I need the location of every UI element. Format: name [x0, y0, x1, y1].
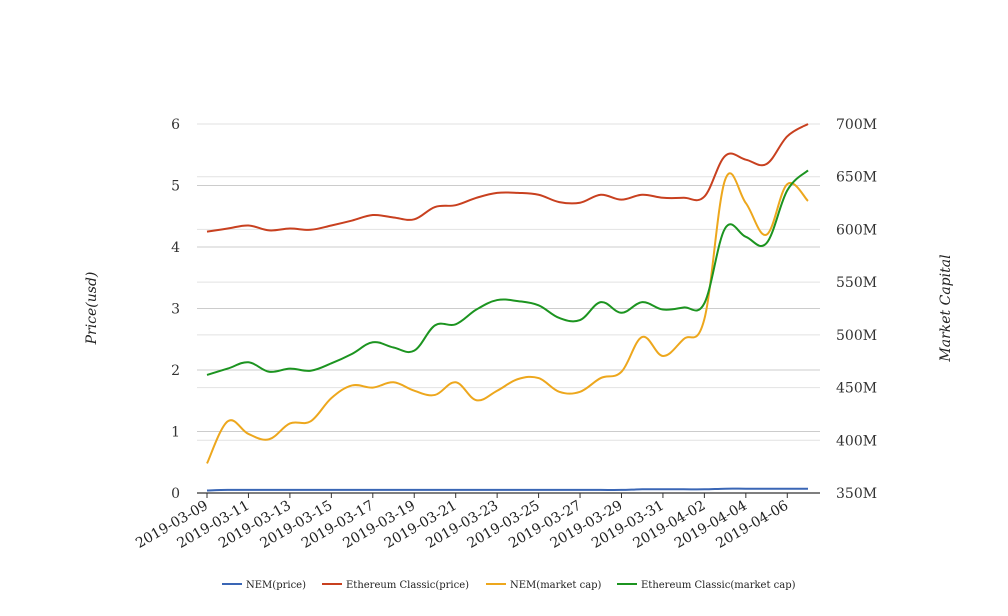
legend-label-ethereum-classic-price: Ethereum Classic(price) [346, 580, 469, 591]
left-tick-label: 0 [171, 486, 180, 502]
left-tick-label: 3 [171, 302, 180, 318]
legend-label-nem-market-cap: NEM(market cap) [510, 580, 602, 591]
right-tick-label: 600M [836, 222, 877, 238]
right-tick-label: 400M [836, 433, 877, 449]
series-line-nem-market-cap [206, 172, 809, 464]
left-tick-label: 1 [171, 425, 180, 441]
right-axis-title: Market Capital [938, 254, 954, 362]
left-axis-ticks: 0 1 2 3 4 5 6 [171, 117, 180, 502]
series-lines [206, 123, 809, 492]
legend: NEM(price) Ethereum Classic(price) NEM(mar… [222, 580, 796, 591]
series-line-ethereum-classic-price [206, 123, 809, 233]
series-line-ethereum-classic-market-cap [206, 169, 809, 376]
right-tick-label: 450M [836, 381, 877, 397]
gridlines [197, 123, 820, 441]
right-tick-label: 350M [836, 486, 877, 502]
legend-label-nem-price: NEM(price) [246, 580, 306, 591]
legend-label-ethereum-classic-market-cap: Ethereum Classic(market cap) [641, 580, 796, 591]
series-line-nem-price [206, 487, 808, 492]
left-tick-label: 2 [171, 363, 180, 379]
right-tick-label: 550M [836, 275, 877, 291]
left-tick-label: 5 [171, 179, 180, 195]
right-tick-label: 650M [836, 170, 877, 186]
x-axis-ticks: 2019-03-092019-03-112019-03-132019-03-15… [133, 493, 791, 552]
right-axis-ticks: 350M 400M 450M 500M 550M 600M 650M 700M [836, 117, 877, 502]
left-tick-label: 6 [171, 117, 180, 133]
right-tick-label: 700M [836, 117, 877, 133]
left-axis-title: Price(usd) [84, 272, 100, 346]
right-tick-label: 500M [836, 328, 877, 344]
left-tick-label: 4 [171, 240, 180, 256]
